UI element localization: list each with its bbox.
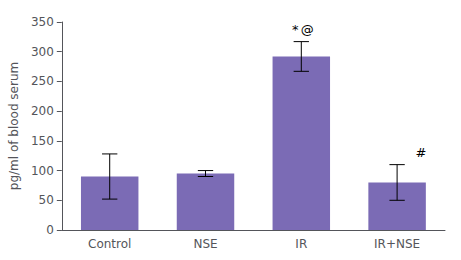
svg-text:#: # bbox=[416, 145, 427, 160]
svg-text:pg/ml of blood serum: pg/ml of blood serum bbox=[7, 62, 21, 190]
svg-text:350: 350 bbox=[31, 15, 54, 29]
svg-text:IR+NSE: IR+NSE bbox=[374, 237, 420, 251]
svg-text:0: 0 bbox=[46, 223, 54, 237]
svg-text:50: 50 bbox=[39, 193, 54, 207]
svg-text:*: * bbox=[292, 22, 299, 37]
svg-text:200: 200 bbox=[31, 104, 54, 118]
svg-text:250: 250 bbox=[31, 74, 54, 88]
svg-text:@: @ bbox=[301, 22, 314, 37]
svg-text:NSE: NSE bbox=[193, 237, 217, 251]
svg-text:150: 150 bbox=[31, 134, 54, 148]
svg-text:300: 300 bbox=[31, 45, 54, 59]
svg-text:Control: Control bbox=[88, 237, 131, 251]
svg-text:IR: IR bbox=[295, 237, 307, 251]
svg-text:100: 100 bbox=[31, 164, 54, 178]
